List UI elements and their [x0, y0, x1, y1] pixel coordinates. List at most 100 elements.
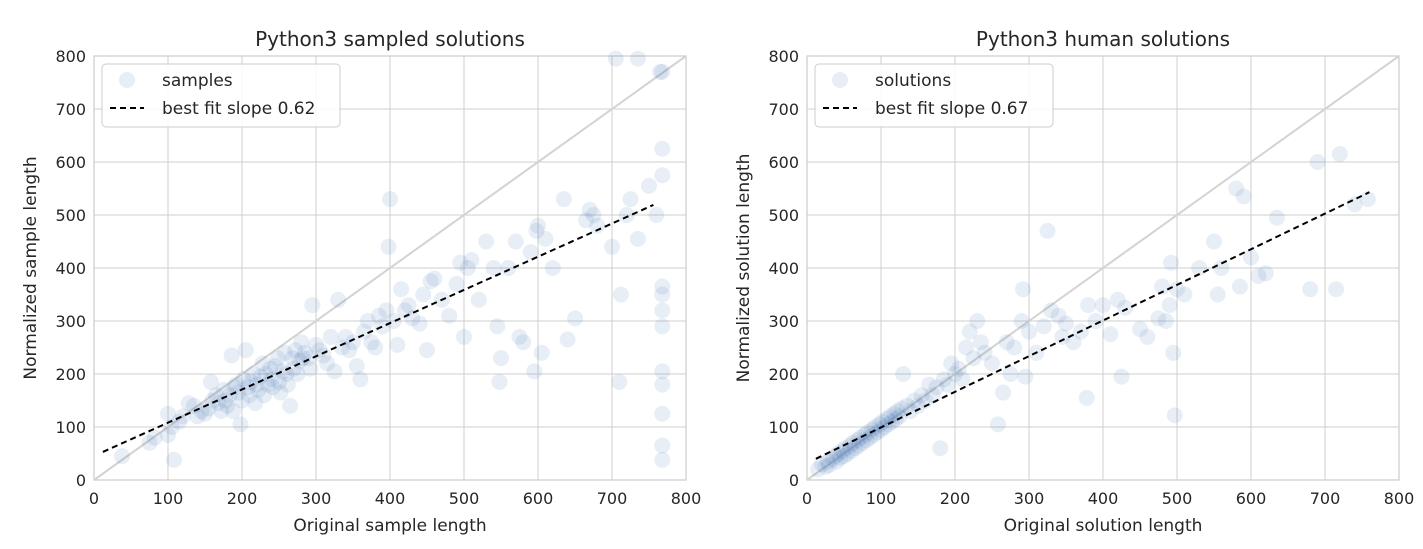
data-point	[491, 373, 508, 390]
data-point	[874, 413, 891, 430]
data-point	[146, 429, 163, 446]
data-point	[910, 397, 926, 414]
data-point	[961, 323, 978, 340]
data-point	[1109, 291, 1126, 308]
data-point	[1157, 313, 1174, 329]
data-point	[228, 376, 245, 393]
data-point	[998, 334, 1015, 351]
data-point	[380, 238, 397, 255]
data-point	[1309, 154, 1326, 170]
data-point	[1065, 334, 1082, 351]
data-point	[1213, 260, 1230, 276]
data-point	[618, 207, 635, 223]
data-point	[363, 334, 380, 351]
x-axis-label: Original sample length	[293, 516, 486, 536]
data-point	[810, 461, 827, 478]
data-point	[836, 448, 852, 465]
data-point	[141, 434, 158, 451]
y-axis-label: Normalized sample length	[21, 156, 41, 379]
data-point	[269, 350, 286, 367]
data-point	[652, 63, 669, 80]
data-point	[864, 421, 881, 438]
data-point	[278, 366, 295, 382]
data-point	[459, 260, 476, 276]
data-point	[837, 440, 854, 457]
data-point	[559, 331, 576, 348]
data-point	[1228, 180, 1245, 197]
data-point	[578, 212, 595, 229]
data-point	[378, 302, 395, 319]
data-point	[654, 278, 671, 295]
data-point	[1302, 281, 1319, 298]
x-tick-label: 200	[227, 489, 258, 508]
data-point	[263, 371, 280, 388]
data-point	[422, 273, 439, 290]
data-point	[232, 416, 249, 433]
data-point	[271, 373, 287, 390]
y-tick-label: 700	[55, 100, 86, 119]
x-axis-label: Original solution length	[1004, 516, 1203, 536]
y-tick-label: 100	[55, 418, 86, 437]
data-point	[215, 381, 232, 398]
data-point	[607, 50, 624, 67]
data-point	[359, 313, 376, 329]
data-point	[345, 334, 361, 351]
y-tick-label: 800	[768, 47, 799, 66]
data-point	[1006, 339, 1023, 356]
y-axis-label: Normalized solution length	[734, 154, 754, 383]
panel-human-solutions: 0 100 200 300 400 500 600 700 800 0 100 200 300 400 50…	[734, 27, 1414, 536]
data-point	[943, 355, 960, 372]
y-tick-label: 200	[768, 365, 799, 384]
x-tick-label: 200	[940, 489, 971, 508]
data-point	[654, 302, 671, 319]
x-tick-label: 500	[1162, 489, 1193, 508]
data-point	[629, 50, 646, 67]
data-point	[819, 453, 836, 470]
data-point	[1154, 278, 1171, 295]
data-point	[972, 334, 989, 351]
data-point	[441, 307, 458, 324]
data-point	[861, 429, 878, 446]
data-point	[641, 177, 657, 194]
data-point	[1058, 315, 1074, 332]
data-point	[284, 350, 301, 367]
legend-label-fit: best fit slope 0.62	[162, 99, 315, 119]
data-point	[274, 363, 291, 380]
data-point	[1163, 254, 1180, 271]
data-point	[950, 360, 967, 377]
data-point	[1176, 286, 1193, 303]
data-point	[294, 350, 311, 367]
data-point	[322, 328, 339, 345]
identity-line	[806, 55, 1400, 481]
data-point	[954, 371, 971, 388]
data-point	[865, 426, 882, 443]
data-point	[1035, 318, 1052, 335]
best-fit-line	[102, 204, 654, 453]
y-tick-label: 0	[789, 471, 799, 490]
x-tick-label: 800	[671, 489, 702, 508]
data-point	[200, 400, 217, 417]
data-point	[267, 358, 284, 375]
data-point	[265, 379, 282, 396]
panel-sampled-solutions: 0 100 200 300 400 500 600 700 800 0 100 200 300 400 50…	[21, 27, 701, 536]
data-point	[654, 140, 671, 157]
data-point	[873, 421, 889, 438]
data-point	[515, 334, 532, 351]
data-point	[871, 416, 888, 433]
y-tick-label: 600	[768, 153, 799, 172]
data-point	[847, 440, 864, 457]
data-point	[311, 342, 328, 359]
data-point	[843, 442, 860, 459]
data-point	[262, 360, 279, 377]
y-tick-label: 500	[768, 206, 799, 225]
data-point	[223, 347, 240, 364]
tick-labels: 0 100 200 300 400 500 600 700 800 0 100 200 300 400 50…	[55, 47, 701, 508]
data-point	[239, 379, 256, 396]
data-point	[852, 429, 869, 446]
data-point	[544, 260, 561, 276]
data-point	[330, 291, 347, 308]
data-point	[832, 449, 849, 466]
plot-area: 0 100 200 300 400 500 600 700 800 0 100 200 300 400 50…	[55, 47, 701, 508]
data-point	[1095, 297, 1111, 314]
data-point	[254, 355, 271, 372]
